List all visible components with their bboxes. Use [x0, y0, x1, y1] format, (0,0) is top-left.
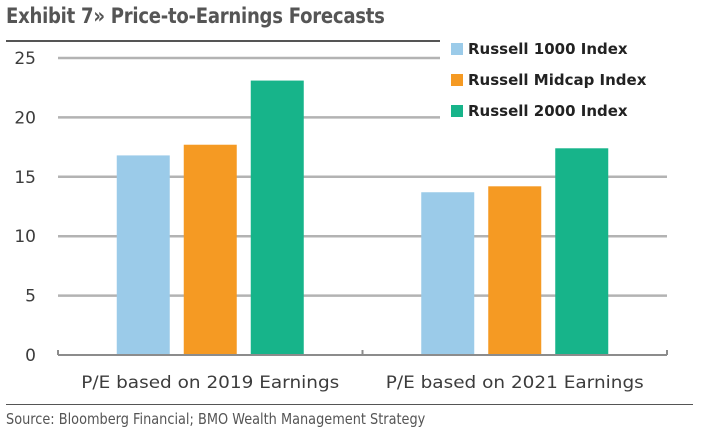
legend-label: Russell 1000 Index	[468, 40, 628, 58]
y-tick-label: 25	[14, 49, 36, 69]
legend-label: Russell Midcap Index	[468, 71, 647, 89]
x-category-label: P/E based on 2019 Earnings	[81, 373, 339, 393]
legend-swatch	[451, 43, 463, 55]
bar-chart: 0 5 10 15 20 25 P/E based on 2019 Earnings P/E…	[14, 36, 705, 393]
bar-russell-midcap-index-0	[183, 144, 237, 355]
y-tick-label: 10	[14, 227, 36, 247]
chart-title: Exhibit 7» Price-to-Earnings Forecasts	[6, 4, 385, 28]
legend-label: Russell 2000 Index	[468, 102, 628, 120]
source-divider	[6, 404, 693, 405]
title-divider	[6, 40, 693, 42]
y-tick-label: 15	[14, 168, 36, 188]
legend-swatch	[451, 74, 463, 86]
source-note: Source: Bloomberg Financial; BMO Wealth …	[6, 410, 426, 428]
y-tick-label: 20	[14, 108, 36, 128]
y-tick-label: 5	[25, 287, 36, 307]
legend-swatch	[451, 105, 463, 117]
legend-background	[440, 36, 705, 126]
bar-russell-1000-index-1	[421, 192, 475, 355]
x-category-label: P/E based on 2021 Earnings	[386, 373, 644, 393]
bar-russell-2000-index-1	[555, 148, 609, 355]
bar-russell-midcap-index-1	[488, 186, 542, 355]
bar-russell-2000-index-0	[250, 80, 304, 356]
y-tick-label: 0	[25, 346, 36, 366]
bar-russell-1000-index-0	[116, 155, 170, 355]
